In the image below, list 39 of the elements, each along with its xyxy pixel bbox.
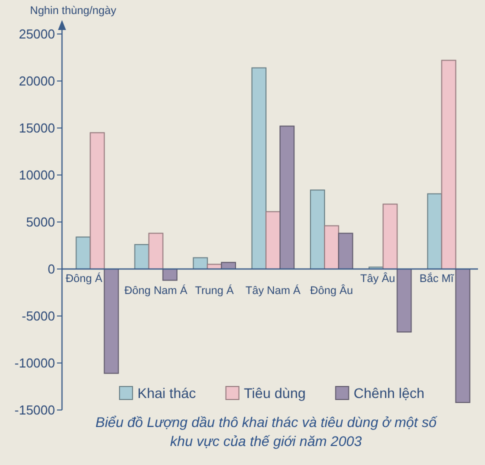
y-tick-label: -15000: [14, 402, 55, 418]
bar: [338, 232, 354, 270]
legend-label: Chênh lệch: [354, 385, 424, 401]
x-tick-label: Tây Nam Á: [245, 284, 302, 297]
bar: [148, 232, 164, 270]
x-tick-label: Trung Á: [195, 284, 234, 297]
bar: [324, 225, 340, 270]
x-tick-label: Đông Nam Á: [124, 284, 188, 297]
bar: [162, 268, 178, 281]
x-tick-label: Đông Âu: [310, 284, 353, 297]
y-tick-label: 10000: [18, 168, 55, 183]
bar: [280, 126, 295, 270]
y-tick-label: 15000: [18, 120, 55, 136]
x-tick-label: Tây Âu: [360, 272, 396, 285]
bar: [134, 244, 150, 270]
bar: [265, 211, 281, 270]
y-tick-label: 25000: [18, 26, 55, 42]
bar: [104, 268, 119, 374]
y-tick-label: -5000: [22, 308, 55, 324]
text: Biểu đồ Lượng dầu thô khai thác và tiêu dùng ở một số khu vực của thế giới năm 2003: [95, 414, 438, 449]
bar: [396, 268, 412, 332]
bar: [455, 268, 470, 403]
bar: [76, 236, 91, 270]
legend-label: Khai thác: [138, 385, 196, 401]
x-tick-label: Đông Á: [66, 272, 103, 285]
bar: [441, 60, 456, 270]
x-tick-label: Bắc Mĩ: [420, 272, 455, 285]
legend-label: Tiêu dùng: [244, 385, 306, 401]
bar: [382, 204, 398, 270]
y-tick-label: 0: [48, 262, 55, 277]
y-tick-label: 5000: [26, 214, 55, 230]
bar: [427, 193, 442, 270]
y-tick-label: 20000: [18, 74, 55, 89]
bar: [192, 257, 208, 270]
bar: [90, 132, 105, 270]
bar: [310, 190, 326, 270]
bar: [251, 67, 266, 270]
y-tick-label: -10000: [14, 356, 55, 371]
y-axis-title: Nghin thùng/ngày: [30, 5, 117, 17]
